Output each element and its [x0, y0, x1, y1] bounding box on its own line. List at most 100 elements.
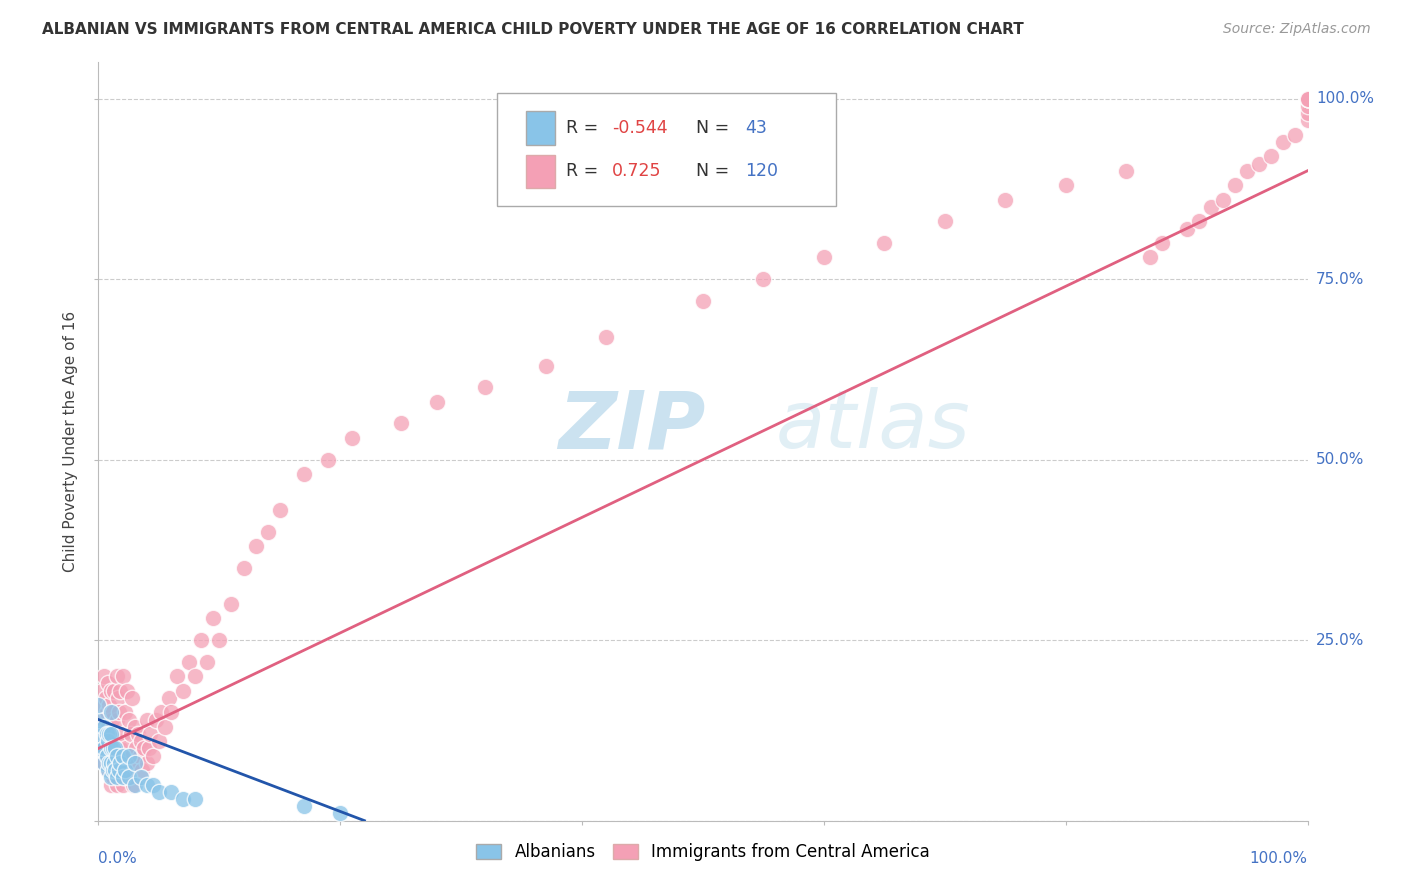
Point: [104, 741, 127, 756]
Point: [221, 597, 243, 611]
Point: [873, 235, 896, 250]
Point: [97, 676, 120, 690]
Point: [108, 683, 131, 698]
Point: [121, 690, 143, 705]
Text: -0.544: -0.544: [613, 119, 668, 137]
Text: 75.0%: 75.0%: [1316, 271, 1364, 286]
Point: [114, 770, 136, 784]
Point: [160, 785, 183, 799]
Point: [342, 431, 364, 445]
Point: [160, 706, 183, 720]
Point: [87, 698, 110, 712]
Point: [105, 770, 128, 784]
Point: [172, 683, 194, 698]
Text: R =: R =: [567, 162, 605, 180]
Point: [1296, 91, 1319, 105]
Point: [91, 683, 114, 698]
Point: [117, 683, 139, 698]
Point: [118, 748, 141, 763]
Point: [104, 763, 127, 777]
Point: [98, 741, 121, 756]
Point: [108, 706, 131, 720]
Point: [1260, 149, 1282, 163]
Point: [101, 706, 124, 720]
Point: [208, 633, 231, 648]
Point: [115, 741, 138, 756]
Point: [179, 655, 201, 669]
Point: [111, 778, 134, 792]
Point: [100, 683, 122, 698]
Point: [256, 524, 278, 539]
Point: [111, 770, 134, 784]
Point: [97, 734, 120, 748]
Point: [100, 756, 122, 770]
Point: [1296, 106, 1319, 120]
Y-axis label: Child Poverty Under the Age of 16: Child Poverty Under the Age of 16: [63, 311, 79, 572]
Point: [292, 467, 315, 481]
Point: [752, 272, 775, 286]
Point: [107, 734, 129, 748]
Point: [110, 763, 132, 777]
FancyBboxPatch shape: [526, 154, 555, 188]
Point: [1223, 178, 1246, 193]
Point: [96, 706, 118, 720]
Point: [114, 706, 136, 720]
Point: [107, 690, 129, 705]
Point: [1139, 251, 1161, 265]
Text: 100.0%: 100.0%: [1250, 851, 1308, 866]
Point: [104, 756, 127, 770]
Point: [93, 756, 115, 770]
Point: [1296, 91, 1319, 105]
Point: [172, 792, 194, 806]
Text: 25.0%: 25.0%: [1316, 632, 1364, 648]
Point: [105, 778, 128, 792]
Point: [145, 713, 167, 727]
Point: [91, 741, 114, 756]
Point: [103, 741, 125, 756]
Point: [111, 727, 134, 741]
Point: [124, 756, 146, 770]
Point: [134, 741, 156, 756]
Point: [195, 655, 218, 669]
Point: [108, 756, 131, 770]
Point: [994, 193, 1017, 207]
Point: [87, 713, 110, 727]
Point: [105, 713, 128, 727]
Point: [316, 452, 339, 467]
Point: [426, 394, 449, 409]
Point: [108, 756, 131, 770]
Point: [96, 748, 118, 763]
FancyBboxPatch shape: [526, 112, 555, 145]
Point: [87, 727, 110, 741]
Point: [142, 778, 165, 792]
Text: R =: R =: [567, 119, 605, 137]
Text: N =: N =: [685, 119, 734, 137]
Point: [100, 741, 122, 756]
Point: [112, 748, 135, 763]
Point: [142, 748, 165, 763]
Point: [93, 756, 115, 770]
Point: [87, 720, 110, 734]
Point: [1249, 156, 1271, 170]
Point: [118, 770, 141, 784]
Point: [389, 417, 412, 431]
Point: [93, 720, 115, 734]
Point: [108, 763, 131, 777]
Point: [1115, 163, 1137, 178]
Point: [100, 706, 122, 720]
Point: [157, 690, 180, 705]
Text: N =: N =: [685, 162, 734, 180]
Text: 50.0%: 50.0%: [1316, 452, 1364, 467]
Point: [93, 741, 115, 756]
Point: [101, 770, 124, 784]
Point: [111, 669, 134, 683]
Point: [97, 720, 120, 734]
Point: [118, 770, 141, 784]
Point: [128, 748, 150, 763]
Point: [1175, 221, 1198, 235]
Point: [118, 713, 141, 727]
Point: [100, 770, 122, 784]
Point: [1212, 193, 1234, 207]
Point: [100, 727, 122, 741]
Point: [135, 778, 157, 792]
